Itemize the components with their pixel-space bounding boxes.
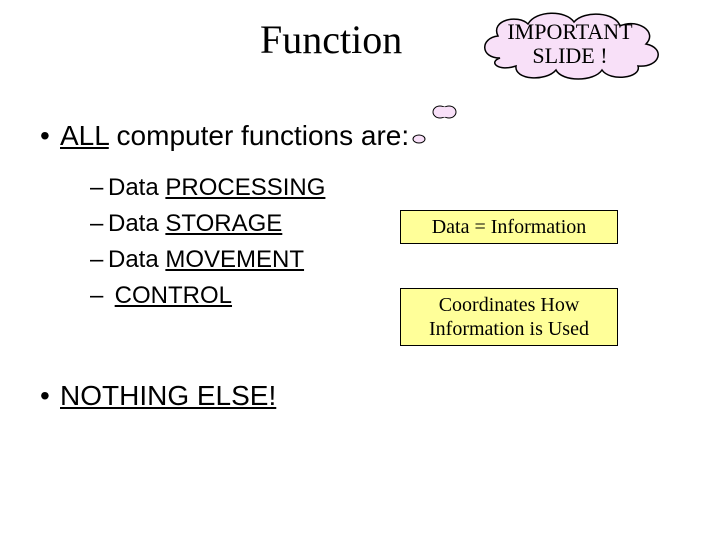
cloud-trail-small-icon	[412, 134, 426, 144]
cloud-text: IMPORTANT SLIDE !	[470, 20, 670, 68]
note-box-data: Data = Information	[400, 210, 618, 244]
cloud-line1: IMPORTANT	[507, 19, 632, 44]
sub-prefix: Data	[108, 174, 165, 201]
bullet-all-functions: •ALL computer functions are:	[40, 120, 409, 152]
nothing-else-text: NOTHING ELSE!	[60, 380, 276, 411]
sub-underlined: STORAGE	[165, 210, 282, 237]
bullet-nothing-else: •NOTHING ELSE!	[40, 380, 276, 412]
bullet1-rest: computer functions are:	[109, 120, 409, 151]
sub-underlined: CONTROL	[115, 282, 232, 309]
dash-icon: –	[90, 206, 108, 242]
cloud-line2: SLIDE !	[532, 43, 607, 68]
sub-underlined: MOVEMENT	[165, 246, 304, 273]
list-item: –Data STORAGE	[90, 206, 325, 242]
slide-title: Function	[260, 16, 402, 63]
callout-cloud: IMPORTANT SLIDE !	[470, 8, 670, 83]
list-item: – CONTROL	[90, 278, 325, 314]
dash-icon: –	[90, 170, 108, 206]
dash-icon: –	[90, 242, 108, 278]
cloud-trail-icon	[430, 104, 458, 120]
note-box-control: Coordinates How Information is Used	[400, 288, 618, 346]
sub-prefix: Data	[108, 210, 165, 237]
bullet-icon: •	[40, 380, 60, 412]
sub-bullet-list: –Data PROCESSING –Data STORAGE –Data MOV…	[90, 170, 325, 314]
sub-prefix: Data	[108, 246, 165, 273]
all-underlined: ALL	[60, 120, 109, 151]
sub-prefix	[108, 282, 115, 309]
dash-icon: –	[90, 278, 108, 314]
list-item: –Data PROCESSING	[90, 170, 325, 206]
sub-underlined: PROCESSING	[165, 174, 325, 201]
bullet-icon: •	[40, 120, 60, 152]
list-item: –Data MOVEMENT	[90, 242, 325, 278]
